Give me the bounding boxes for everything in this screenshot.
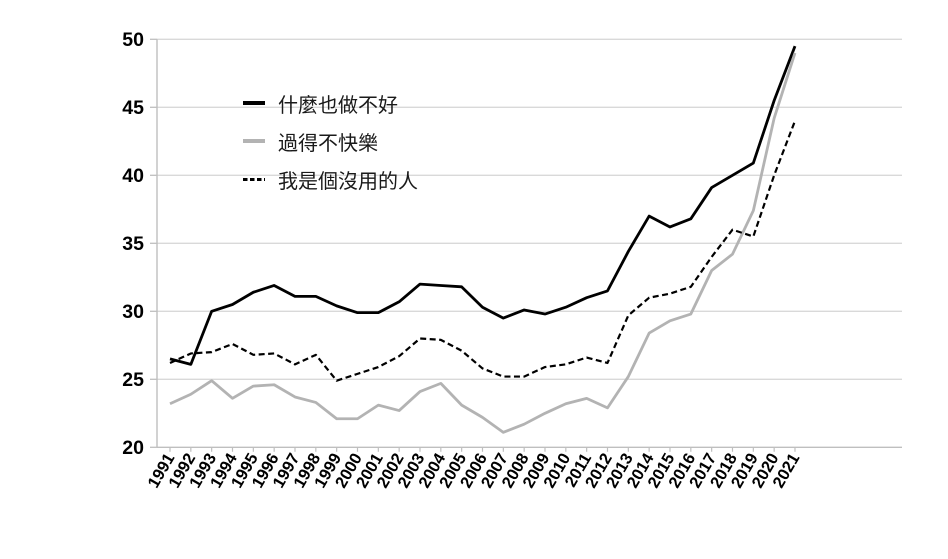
legend-label-1: 過得不快樂 [278, 132, 378, 155]
legend-line-sample-solid-black [243, 101, 265, 105]
legend-line-sample-solid-gray [243, 139, 265, 143]
x-axis-labels: 1991199219931994199519961997199819992000… [145, 450, 804, 492]
y-axis-labels: 20 25 30 35 40 45 50 [122, 29, 144, 459]
series-line-2 [169, 120, 797, 382]
y-tick-label-25: 25 [122, 369, 144, 391]
y-tick-label-35: 35 [122, 233, 144, 255]
legend-line-sample-dashed-black [243, 177, 265, 181]
legend-item-0: 什麼也做不好 [243, 89, 418, 117]
axes [150, 38, 796, 452]
series-line-0 [169, 45, 797, 366]
y-tick-label-50: 50 [122, 29, 144, 51]
y-tick-label-30: 30 [122, 301, 144, 323]
legend-item-1: 過得不快樂 [243, 127, 418, 155]
legend: 什麼也做不好 過得不快樂 我是個沒用的人 [243, 89, 418, 193]
y-tick-label-20: 20 [122, 437, 144, 459]
legend-item-2: 我是個沒用的人 [243, 165, 418, 193]
legend-label-0: 什麼也做不好 [278, 94, 398, 117]
series-line-1 [169, 52, 797, 434]
y-tick-label-40: 40 [122, 165, 144, 187]
series-lines [169, 45, 797, 434]
legend-label-2: 我是個沒用的人 [278, 170, 418, 193]
y-tick-label-45: 45 [122, 97, 144, 119]
